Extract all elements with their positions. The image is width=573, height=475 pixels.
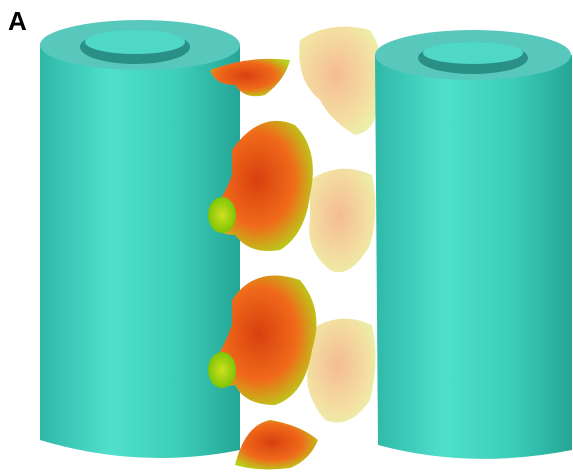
cylinder-hole-rim	[423, 42, 523, 64]
faint-blob	[309, 169, 375, 273]
blob-green	[208, 197, 236, 233]
panel-label: A	[8, 6, 27, 36]
cylinder-body	[375, 55, 572, 459]
right-cylinder	[375, 30, 572, 459]
left-cylinder	[40, 20, 240, 458]
figure: A	[0, 0, 573, 475]
cylinder-body	[40, 45, 240, 458]
faint-blob	[307, 319, 375, 423]
cylinder-hole-rim	[85, 30, 185, 54]
blob-green	[208, 352, 236, 388]
faint-blob	[299, 27, 381, 135]
blob	[235, 420, 318, 469]
background-blobs	[299, 27, 381, 423]
